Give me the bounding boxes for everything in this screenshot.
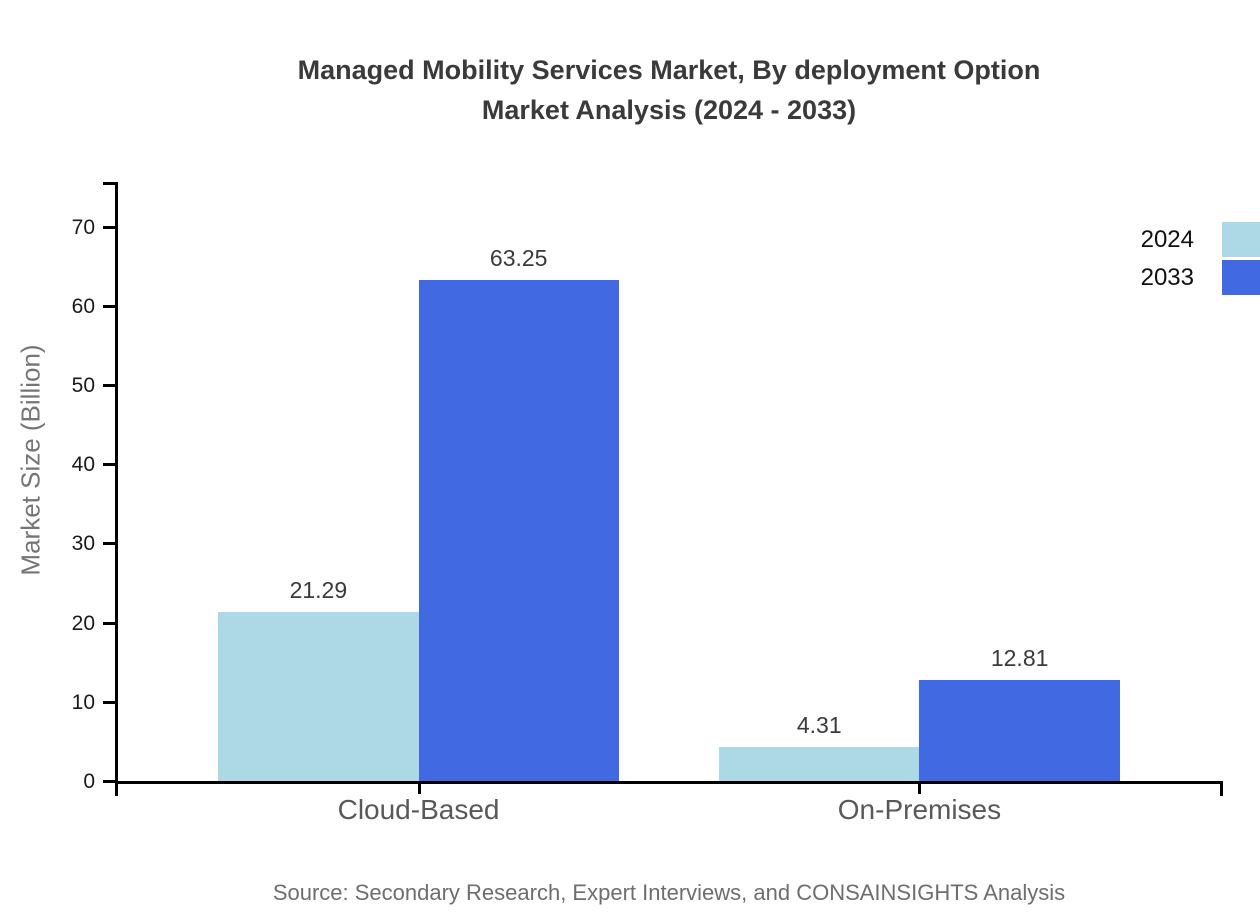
y-tick <box>103 542 115 546</box>
y-tick-label: 10 <box>71 690 95 714</box>
source-note: Source: Secondary Research, Expert Inter… <box>272 880 1066 905</box>
value-label-2033-cloud-based: 63.25 <box>489 245 548 272</box>
y-tick <box>103 225 115 229</box>
y-tick <box>103 700 115 704</box>
x-axis-origin-tick <box>115 784 118 796</box>
x-tick <box>417 784 421 794</box>
bar-2033-on-premises <box>919 679 1120 781</box>
y-tick <box>103 621 115 625</box>
category-label-cloud-based: Cloud-Based <box>337 794 500 825</box>
value-label-2024-cloud-based: 21.29 <box>289 577 348 604</box>
x-axis-end-tick <box>1220 784 1223 796</box>
x-axis-line <box>115 781 1223 784</box>
y-tick <box>103 463 115 467</box>
y-tick-label: 40 <box>71 453 95 477</box>
value-label-2024-on-premises: 4.31 <box>796 711 842 738</box>
y-tick-label: 30 <box>71 532 95 556</box>
legend-swatch-2033 <box>1222 260 1260 295</box>
y-tick <box>103 384 115 387</box>
y-tick-label: 20 <box>71 611 95 635</box>
y-axis-line <box>115 182 118 784</box>
y-tick <box>103 304 115 308</box>
legend-label-2033: 2033 <box>1140 264 1194 291</box>
chart-title-line-1: Managed Mobility Services Market, By dep… <box>297 55 1041 85</box>
bar-2024-on-premises <box>719 746 920 781</box>
y-tick-label: 0 <box>83 770 95 793</box>
x-tick <box>918 784 922 794</box>
category-label-on-premises: On-Premises <box>837 794 1002 825</box>
y-tick-label: 50 <box>71 374 95 397</box>
bar-2033-cloud-based <box>418 280 619 781</box>
y-tick <box>103 780 115 783</box>
chart-title-line-2: Market Analysis (2024 - 2033) <box>481 95 857 125</box>
y-tick-label: 60 <box>71 294 95 318</box>
legend-label-2024: 2024 <box>1140 226 1194 253</box>
chart-title: Managed Mobility Services Market, By dep… <box>118 50 1220 130</box>
value-label-2033-on-premises: 12.81 <box>990 644 1049 671</box>
y-tick-label: 70 <box>71 215 95 239</box>
legend-swatch-2024 <box>1222 222 1260 257</box>
bar-2024-cloud-based <box>218 612 419 781</box>
y-axis-end-tick <box>103 182 115 185</box>
